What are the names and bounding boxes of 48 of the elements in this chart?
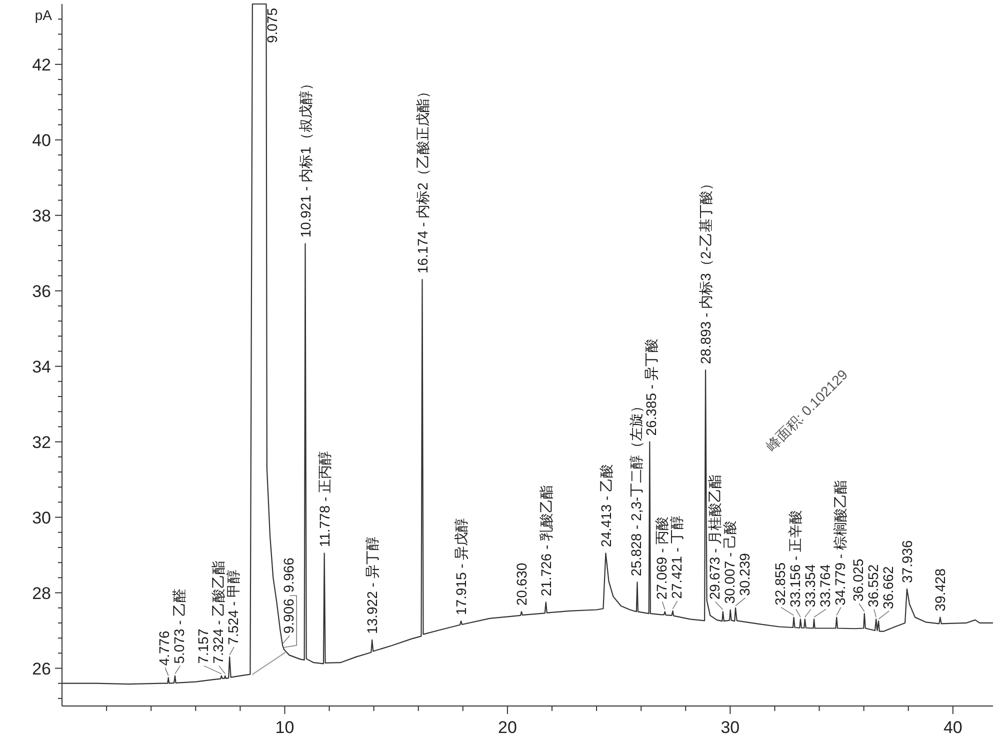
- annotation: 20.630: [514, 562, 530, 606]
- annotation: 30.007 - 己酸: [721, 520, 738, 604]
- annotation: 11.778 - 正丙醇: [316, 450, 332, 548]
- annotation: 25.828 - 2,3-丁二醇（左旋）: [628, 398, 644, 576]
- x-tick-label: 30: [720, 718, 740, 737]
- y-tick-label: 32: [32, 432, 51, 452]
- y-tick-label: 30: [32, 508, 51, 528]
- annotation: 37.936: [898, 540, 915, 583]
- annotation: 24.413 - 乙酸: [598, 464, 614, 548]
- annotation: 34.779 - 棕榈酸乙酯: [832, 480, 848, 606]
- annotation: 33.156 - 正辛酸: [787, 510, 803, 608]
- annotation: 17.915 - 异戊醇: [453, 518, 470, 616]
- y-tick-label: 38: [32, 206, 51, 226]
- annotation: 29.673 - 月桂酸乙酯: [706, 474, 722, 600]
- annotation: 7.324 - 乙酸乙酯: [210, 560, 226, 664]
- y-tick-label: 26: [32, 659, 51, 678]
- annotation: 21.726 - 乳酸乙酯: [538, 484, 554, 596]
- annotation: 33.354: [802, 564, 818, 608]
- annotation: 32.855: [772, 562, 788, 606]
- annotation: 36.025: [850, 558, 866, 602]
- annotation: 5.073 - 乙醛: [171, 588, 188, 664]
- annotation: 4.776: [156, 630, 172, 666]
- x-tick-label: 40: [943, 718, 962, 737]
- annotation: 16.174 - 内标2（乙酸正戊酯）: [414, 84, 430, 274]
- y-tick-label: 42: [32, 55, 51, 74]
- annotation: 30.239: [736, 552, 752, 596]
- annotation: 39.428: [932, 568, 948, 612]
- annotation: 27.421 - 丁醇: [668, 516, 684, 599]
- annotation: 10.921 - 内标1（叔戊醇）: [297, 76, 314, 238]
- annotation: 27.069 - 丙酸: [653, 516, 670, 600]
- annotation: 13.922 - 异丁醇: [364, 536, 380, 634]
- y-axis-title: pA: [34, 7, 53, 23]
- annotation: 9.906: [280, 598, 297, 634]
- y-tick-label: 28: [32, 584, 51, 603]
- annotation: 26.385 - 异丁酸: [643, 338, 660, 436]
- y-tick-label: 34: [32, 357, 51, 376]
- annotation: 9.966: [280, 557, 297, 593]
- y-tick-label: 36: [32, 282, 51, 301]
- annotation: 33.764: [816, 564, 833, 608]
- annotation: 7.157: [195, 628, 212, 664]
- y-tick-label: 40: [32, 130, 51, 150]
- annotation: 7.524 - 甲醇: [225, 569, 242, 645]
- annotation: 36.662: [880, 566, 896, 610]
- x-tick-label: 10: [275, 718, 294, 737]
- x-tick-label: 20: [498, 718, 517, 737]
- annotation: 36.552: [865, 564, 882, 608]
- annotation: 9.075: [264, 8, 280, 44]
- annotation: 28.893 - 内标3（2-乙基丁酸）: [698, 176, 714, 364]
